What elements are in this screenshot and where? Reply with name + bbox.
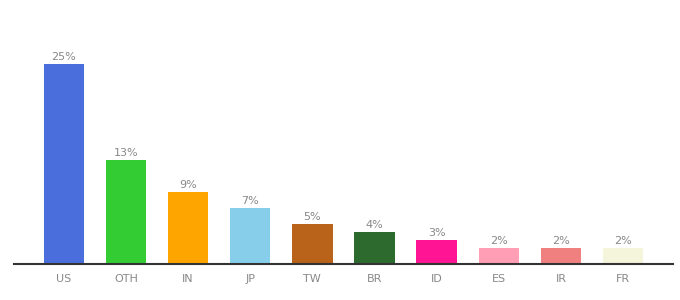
- Text: 4%: 4%: [366, 220, 384, 230]
- Text: 13%: 13%: [114, 148, 138, 158]
- Text: 9%: 9%: [179, 180, 197, 190]
- Bar: [230, 208, 271, 264]
- Text: 7%: 7%: [241, 196, 259, 206]
- Text: 25%: 25%: [52, 52, 76, 61]
- Bar: [168, 192, 208, 264]
- Bar: [603, 248, 643, 264]
- Bar: [541, 248, 581, 264]
- Bar: [105, 160, 146, 264]
- Text: 3%: 3%: [428, 228, 445, 238]
- Text: 2%: 2%: [614, 236, 632, 246]
- Text: 2%: 2%: [552, 236, 570, 246]
- Bar: [44, 64, 84, 264]
- Bar: [292, 224, 333, 264]
- Bar: [416, 240, 457, 264]
- Text: 5%: 5%: [303, 212, 321, 222]
- Text: 2%: 2%: [490, 236, 508, 246]
- Bar: [354, 232, 394, 264]
- Bar: [479, 248, 519, 264]
